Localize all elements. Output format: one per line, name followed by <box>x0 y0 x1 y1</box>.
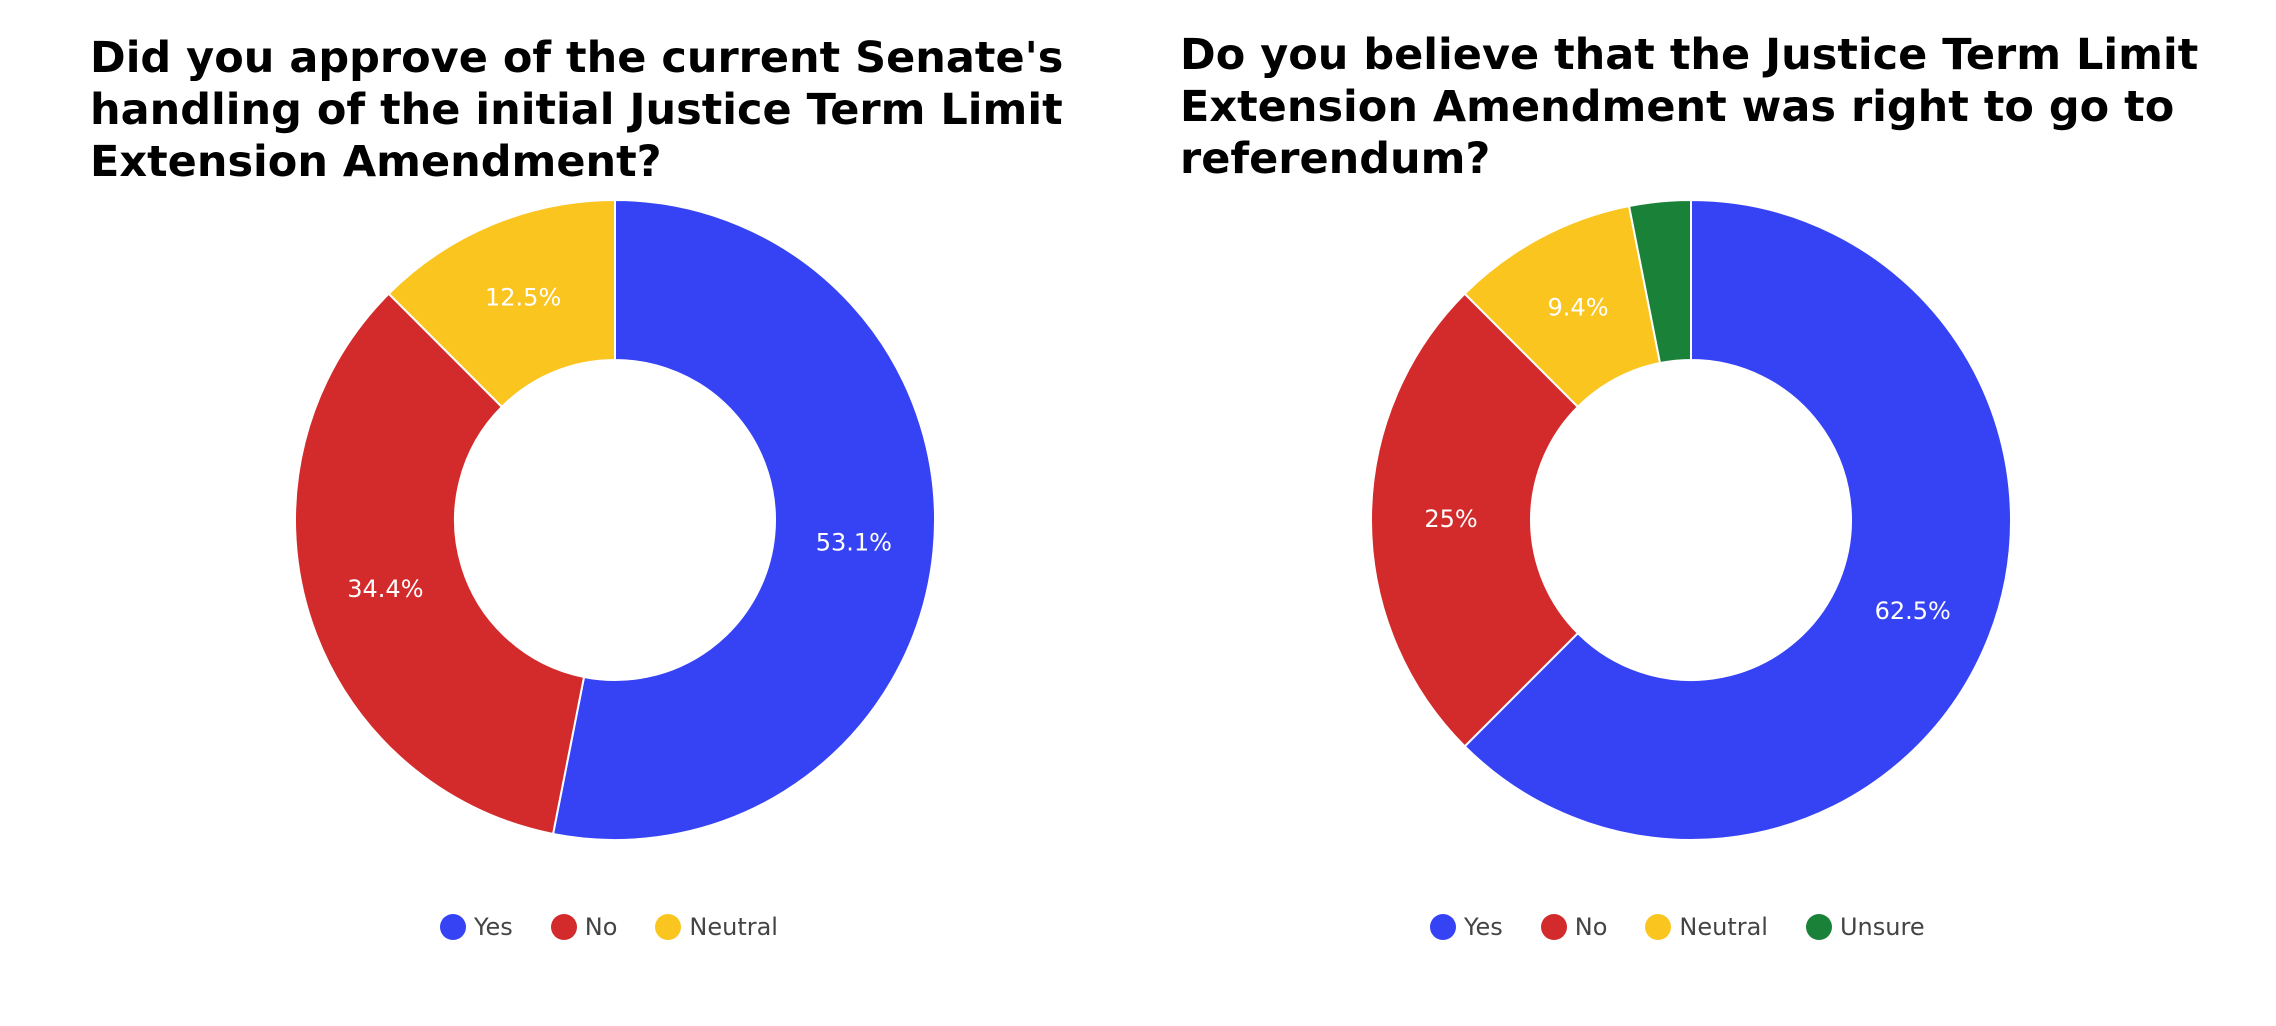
legend-swatch <box>1430 914 1456 940</box>
legend-label: Yes <box>1464 913 1503 941</box>
legend-label: No <box>1574 913 1608 941</box>
legend-item-no[interactable]: No <box>550 913 618 941</box>
legend-swatch <box>1540 914 1567 940</box>
legend-swatch <box>1805 914 1832 940</box>
legend-item-neutral[interactable]: Neutral <box>655 913 778 941</box>
legend-swatch <box>655 914 682 940</box>
legend-item-unsure[interactable]: Unsure <box>1805 913 1925 941</box>
donut-chart: 62.5% 25% 9.4% <box>1370 198 2013 841</box>
chart-title: Did you approve of the current Senate's … <box>90 32 1063 188</box>
legend-item-no[interactable]: No <box>1540 913 1608 941</box>
data-label-yes: 53.1% <box>816 528 892 556</box>
legend-item-yes[interactable]: Yes <box>1430 913 1503 941</box>
donut-chart: 53.1% 34.4% 12.5% <box>294 198 936 841</box>
legend-label: Neutral <box>689 913 778 941</box>
chart-legend: Yes No Neutral Unsure <box>1430 913 1925 941</box>
chart-title: Do you believe that the Justice Term Lim… <box>1180 29 2198 185</box>
legend-label: Unsure <box>1839 913 1925 941</box>
chart-legend: Yes No Neutral <box>440 913 778 941</box>
chart-title-line: Extension Amendment was right to go to <box>1180 82 2175 132</box>
data-label-no: 25% <box>1424 505 1477 533</box>
legend-swatch <box>550 914 577 940</box>
chart-panel-1: Did you approve of the current Senate's … <box>90 32 1063 941</box>
data-label-no: 34.4% <box>347 575 423 603</box>
legend-swatch <box>1645 914 1672 940</box>
chart-title-line: handling of the initial Justice Term Lim… <box>90 85 1063 135</box>
slice-yes[interactable] <box>1463 198 2013 841</box>
slice-yes[interactable] <box>551 198 936 841</box>
chart-title-line: Extension Amendment? <box>90 137 662 187</box>
chart-title-line: referendum? <box>1180 134 1491 184</box>
legend-label: No <box>584 913 618 941</box>
data-label-neutral: 12.5% <box>485 283 561 311</box>
slice-unsure[interactable] <box>1627 198 1692 365</box>
slice-no[interactable] <box>1370 292 1580 748</box>
chart-panel-2: Do you believe that the Justice Term Lim… <box>1138 0 2276 1026</box>
legend-label: Neutral <box>1679 913 1768 941</box>
slice-no[interactable] <box>294 292 586 836</box>
legend-label: Yes <box>474 913 513 941</box>
chart-title-line: Do you believe that the Justice Term Lim… <box>1180 30 2199 80</box>
data-label-neutral: 9.4% <box>1548 293 1609 321</box>
data-label-yes: 62.5% <box>1875 597 1951 625</box>
chart-title-line: Did you approve of the current Senate's <box>90 33 1064 83</box>
legend-item-yes[interactable]: Yes <box>440 913 513 941</box>
legend-item-neutral[interactable]: Neutral <box>1645 913 1768 941</box>
legend-swatch <box>440 914 466 940</box>
slice-neutral[interactable] <box>387 198 616 409</box>
